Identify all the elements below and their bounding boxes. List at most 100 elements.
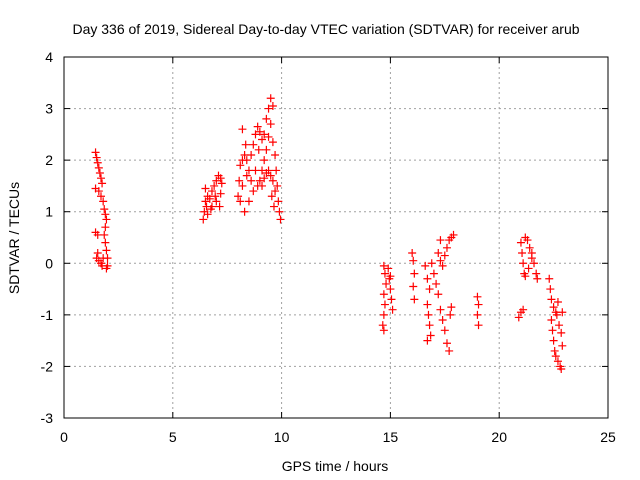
data-point xyxy=(205,194,214,203)
data-point xyxy=(206,205,215,214)
data-point xyxy=(276,215,285,224)
data-point xyxy=(264,104,273,113)
data-point xyxy=(524,264,533,273)
data-point xyxy=(264,166,273,175)
tick-labels: 0 5 10 15 20 25 -3 -2 -1 0 1 2 3 4 xyxy=(41,49,616,445)
data-point xyxy=(98,179,107,188)
data-point xyxy=(260,130,269,139)
data-point xyxy=(516,238,525,247)
data-point xyxy=(96,174,105,183)
x-tick-label: 20 xyxy=(491,429,507,445)
data-point xyxy=(268,138,277,147)
data-point xyxy=(217,179,226,188)
data-point xyxy=(271,150,280,159)
data-point xyxy=(532,269,541,278)
data-point xyxy=(379,290,388,299)
data-point xyxy=(447,303,456,312)
data-point xyxy=(215,202,224,211)
data-point xyxy=(409,282,418,291)
data-point xyxy=(236,197,245,206)
plot-border xyxy=(63,56,609,419)
data-point xyxy=(102,215,111,224)
data-point xyxy=(557,328,566,337)
axes xyxy=(63,56,609,419)
data-point xyxy=(427,259,436,268)
data-point xyxy=(268,101,277,110)
data-point xyxy=(262,145,271,154)
data-point xyxy=(550,346,559,355)
data-point xyxy=(93,248,102,257)
data-point xyxy=(262,114,271,123)
data-point xyxy=(380,269,389,278)
data-point xyxy=(102,246,111,255)
data-point xyxy=(429,269,438,278)
data-point xyxy=(254,145,263,154)
data-point xyxy=(236,161,245,170)
data-point xyxy=(423,336,432,345)
data-point xyxy=(216,189,225,198)
data-point xyxy=(553,357,562,366)
data-point xyxy=(379,310,388,319)
data-point xyxy=(234,192,243,201)
data-point xyxy=(425,285,434,294)
data-point xyxy=(425,321,434,330)
data-point xyxy=(242,156,251,165)
x-axis-label: GPS time / hours xyxy=(282,458,389,474)
data-point xyxy=(99,197,108,206)
data-point xyxy=(260,156,269,165)
data-point xyxy=(267,192,276,201)
data-point xyxy=(382,279,391,288)
data-point xyxy=(426,331,435,340)
data-point xyxy=(386,272,395,281)
data-point xyxy=(251,130,260,139)
data-point xyxy=(258,135,267,144)
data-point xyxy=(436,256,445,265)
y-tick-label: -3 xyxy=(41,410,54,426)
data-point xyxy=(201,184,210,193)
data-point xyxy=(409,256,418,265)
data-point xyxy=(548,326,557,335)
data-point xyxy=(92,153,101,162)
data-point xyxy=(266,120,275,129)
data-point xyxy=(445,346,454,355)
y-tick-label: 2 xyxy=(45,152,53,168)
x-tick-label: 10 xyxy=(274,429,290,445)
data-point xyxy=(242,171,251,180)
data-point xyxy=(423,300,432,309)
data-point xyxy=(446,310,455,319)
data-point xyxy=(474,300,483,309)
data-point xyxy=(519,305,528,314)
data-point xyxy=(211,192,220,201)
data-point xyxy=(247,176,256,185)
data-point xyxy=(553,297,562,306)
x-tick-label: 0 xyxy=(60,429,68,445)
data-point xyxy=(210,181,219,190)
data-point xyxy=(269,202,278,211)
data-point xyxy=(442,243,451,252)
data-point xyxy=(421,261,430,270)
y-tick-label: 1 xyxy=(45,204,53,220)
data-point xyxy=(410,295,419,304)
data-point xyxy=(521,272,530,281)
data-point xyxy=(91,148,100,157)
data-point xyxy=(101,210,110,219)
data-point xyxy=(240,207,249,216)
data-point xyxy=(519,259,528,268)
data-point xyxy=(238,125,247,134)
grid-lines xyxy=(64,57,608,418)
data-point xyxy=(551,352,560,361)
data-point xyxy=(201,197,210,206)
data-point xyxy=(95,169,104,178)
data-point xyxy=(557,365,566,374)
data-point xyxy=(96,192,105,201)
data-point xyxy=(212,176,221,185)
data-point xyxy=(268,176,277,185)
data-point xyxy=(244,197,253,206)
data-point xyxy=(473,292,482,301)
data-series xyxy=(91,94,567,374)
data-point xyxy=(266,94,275,103)
data-point xyxy=(438,261,447,270)
data-point xyxy=(378,321,387,330)
data-point xyxy=(518,248,527,257)
data-point xyxy=(386,285,395,294)
